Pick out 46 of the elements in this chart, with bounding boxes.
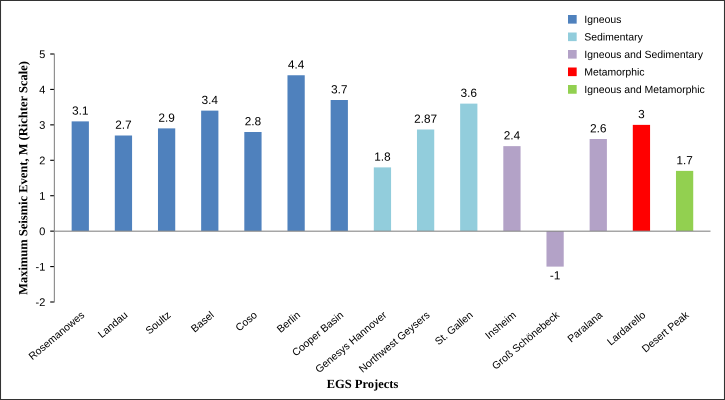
bar — [114, 135, 132, 232]
bar — [201, 110, 218, 232]
data-label: 1.7 — [677, 156, 692, 164]
bar — [330, 100, 348, 232]
legend-label: Igneous and Metamorphic — [585, 85, 704, 96]
legend-label: Igneous — [585, 16, 622, 26]
data-label: 1.8 — [375, 152, 390, 161]
data-label: 3.4 — [202, 96, 218, 104]
bar — [244, 132, 262, 232]
bar — [503, 146, 521, 232]
y-tick-label: 0 — [40, 227, 45, 236]
data-label: 2.9 — [158, 113, 174, 122]
data-label: 3.6 — [461, 88, 476, 98]
data-label: 3 — [638, 110, 644, 118]
data-label: 2.87 — [414, 114, 436, 123]
bar — [416, 129, 434, 232]
y-tick-label: 4 — [39, 86, 46, 94]
bar — [676, 170, 694, 232]
y-tick-label: 5 — [40, 50, 45, 58]
data-label: 2.7 — [116, 120, 132, 129]
data-label: 3.1 — [72, 106, 88, 115]
bar — [546, 231, 564, 267]
bar — [374, 167, 392, 232]
bar — [158, 128, 176, 232]
bar — [72, 121, 89, 232]
legend-label: Igneous and Sedimentary — [585, 50, 704, 60]
data-label: -1 — [550, 271, 560, 280]
data-label: 4.4 — [288, 60, 304, 69]
legend-label: Sedimentary — [584, 32, 643, 43]
y-tick-label: 2 — [40, 156, 45, 164]
y-tick-label: -1 — [36, 262, 45, 271]
data-label: 2.6 — [590, 124, 606, 132]
legend-label: Metamorphic — [585, 68, 644, 78]
data-label: 2.4 — [504, 131, 520, 140]
y-axis-title: Maximum Seismic Event, M (Richter Scale) — [18, 62, 30, 295]
x-axis-title: EGS Projects — [326, 379, 398, 391]
bar — [460, 104, 478, 232]
bar — [590, 139, 607, 232]
y-tick-label: 3 — [40, 121, 45, 129]
y-tick-label: -2 — [36, 298, 45, 306]
data-label: 3.7 — [332, 85, 347, 94]
bar — [287, 75, 305, 232]
bar — [632, 124, 650, 232]
x-tick-label: Coso — [234, 310, 258, 332]
data-label: 2.8 — [245, 117, 261, 126]
y-tick-label: 1 — [40, 192, 45, 200]
